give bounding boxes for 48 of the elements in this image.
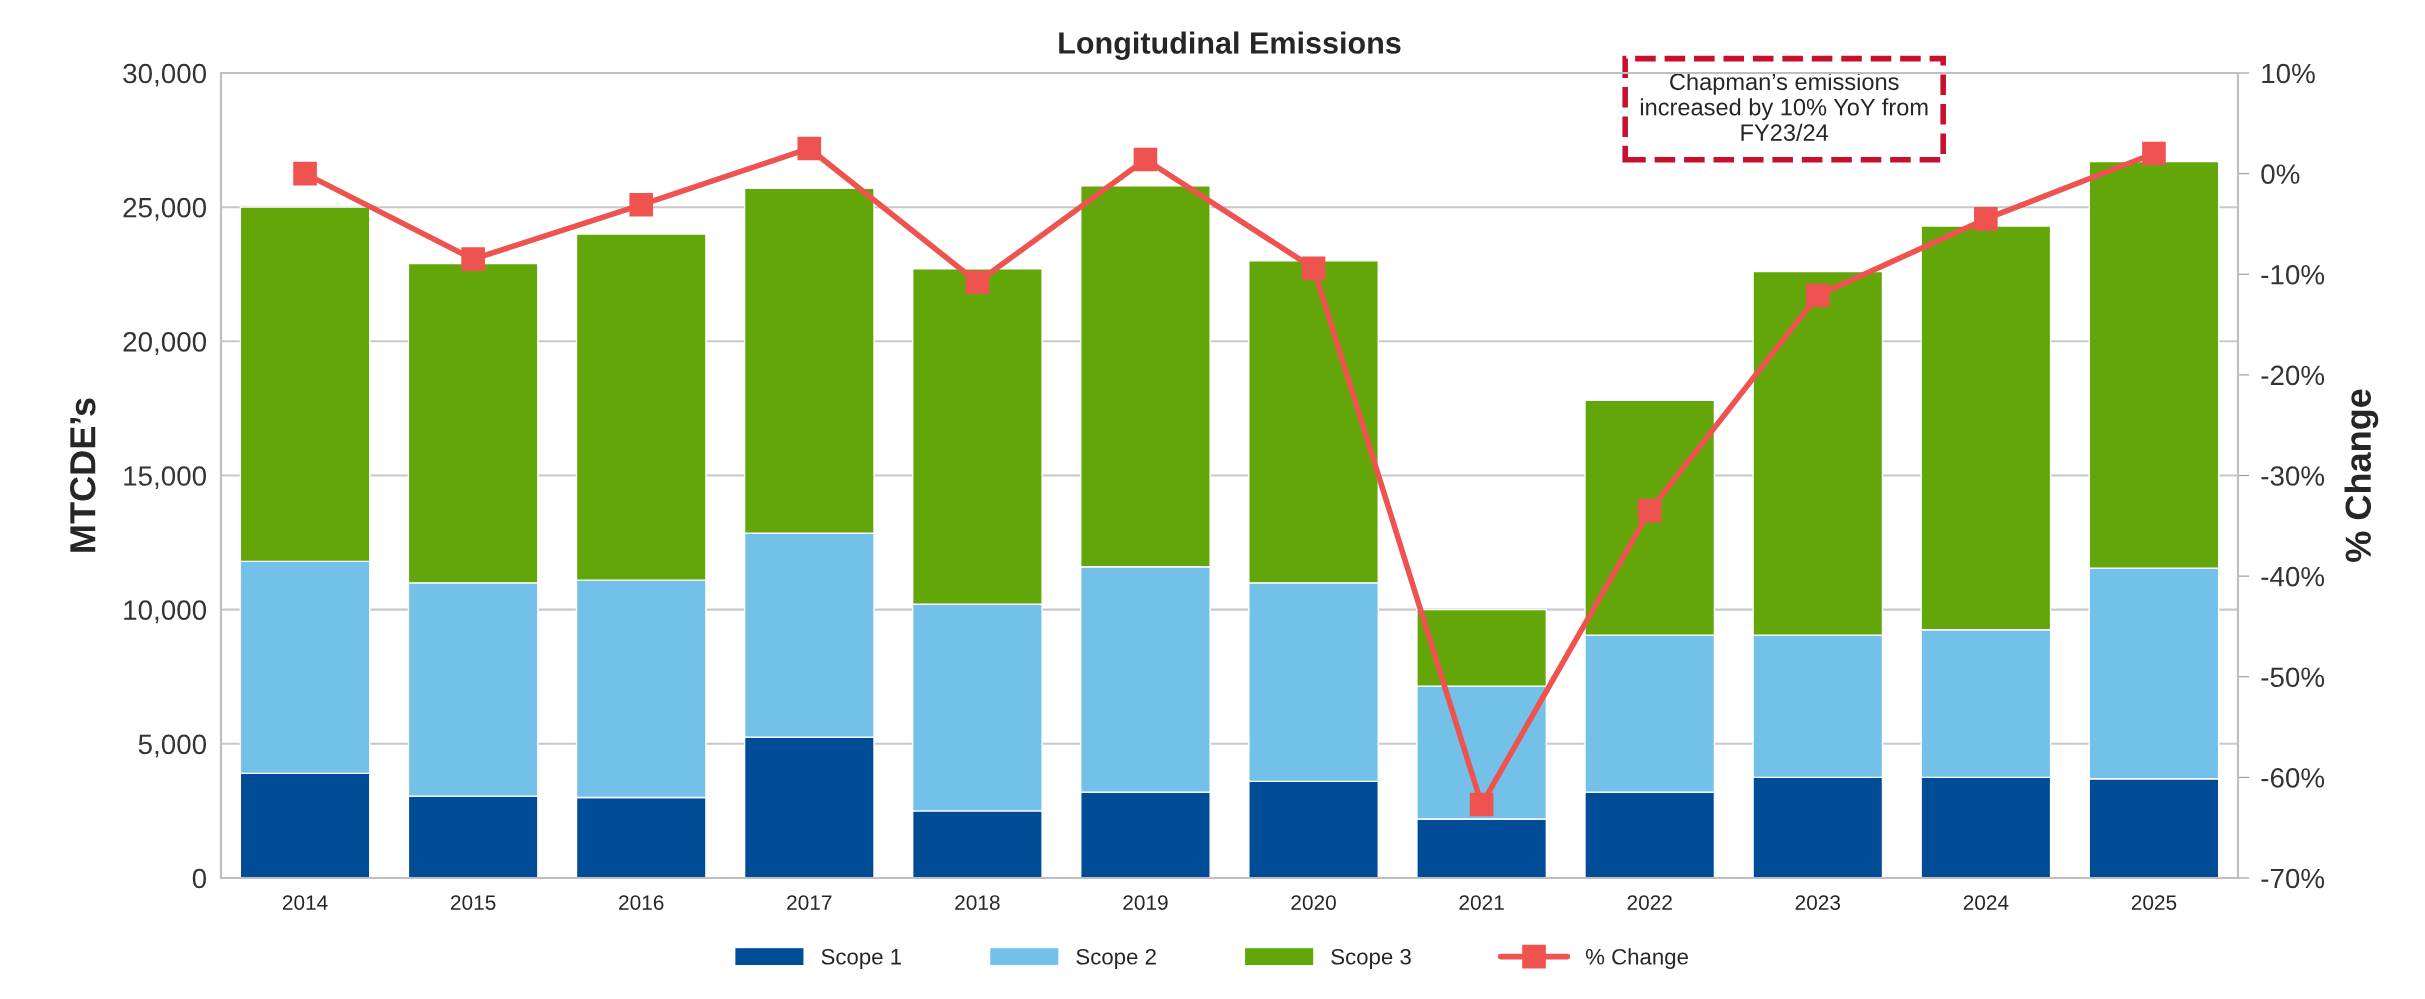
legend-label: Scope 2: [1076, 948, 1156, 970]
y-tick-label: 10,000: [124, 600, 207, 624]
y2-tick-label: -40%: [2261, 566, 2325, 587]
point: [461, 247, 485, 271]
y2-tick-label: 0%: [2261, 164, 2300, 184]
legend-label: Scope 1: [821, 948, 901, 970]
x-tick-label: 2021: [1459, 895, 1504, 910]
y-axis-title: MTCDE’s: [70, 398, 96, 552]
legend-label: % Change: [1585, 948, 1688, 970]
x-tick-label: 2015: [451, 895, 496, 910]
x-tick-label: 2018: [955, 895, 1000, 910]
point: [1133, 147, 1158, 172]
x-tick-label: 2019: [1123, 895, 1168, 910]
point: [293, 161, 317, 186]
y-tick-label: 0: [192, 868, 207, 889]
y2-tick-label: -20%: [2261, 365, 2325, 386]
x-tick-label: 2017: [787, 895, 832, 910]
point: [1974, 207, 1998, 231]
y-tick-label: 5,000: [138, 734, 207, 758]
y-tick-label: 30,000: [123, 63, 207, 87]
y-tick-label: 25,000: [123, 197, 207, 221]
x-tick-label: 2016: [619, 895, 664, 910]
y-tick-label: 15,000: [124, 466, 207, 490]
x-tick-label: 2023: [1795, 895, 1841, 910]
chart-title: Longitudinal Emissions: [1059, 31, 1401, 61]
point: [1805, 283, 1830, 308]
point: [1469, 792, 1494, 817]
y2-tick-label: -10%: [2261, 264, 2325, 285]
point: [965, 270, 990, 295]
y2-axis-title: % Change: [2344, 389, 2379, 562]
point: [797, 136, 822, 161]
x-tick-label: 2025: [2131, 895, 2177, 910]
y2-tick-label: 10%: [2262, 63, 2315, 84]
point: [1637, 498, 1662, 523]
x-tick-label: 2024: [1963, 895, 2009, 910]
y2-tick-label: -60%: [2261, 768, 2325, 788]
y2-tick-label: -30%: [2261, 466, 2325, 486]
x-tick-label: 2022: [1627, 895, 1672, 910]
annotation: Chapman’s emissions increased by 10% YoY from FY23/24: [1640, 72, 1928, 141]
x-tick-label: 2014: [282, 895, 328, 910]
point: [629, 193, 654, 217]
x-tick-label: 2020: [1291, 895, 1336, 910]
point: [2142, 141, 2166, 166]
y-tick-label: 20,000: [123, 332, 207, 355]
y2-tick-label: -50%: [2261, 667, 2325, 688]
point: [1301, 256, 1326, 281]
legend-label: Scope 3: [1331, 948, 1411, 970]
y2-tick-label: -70%: [2261, 868, 2325, 889]
